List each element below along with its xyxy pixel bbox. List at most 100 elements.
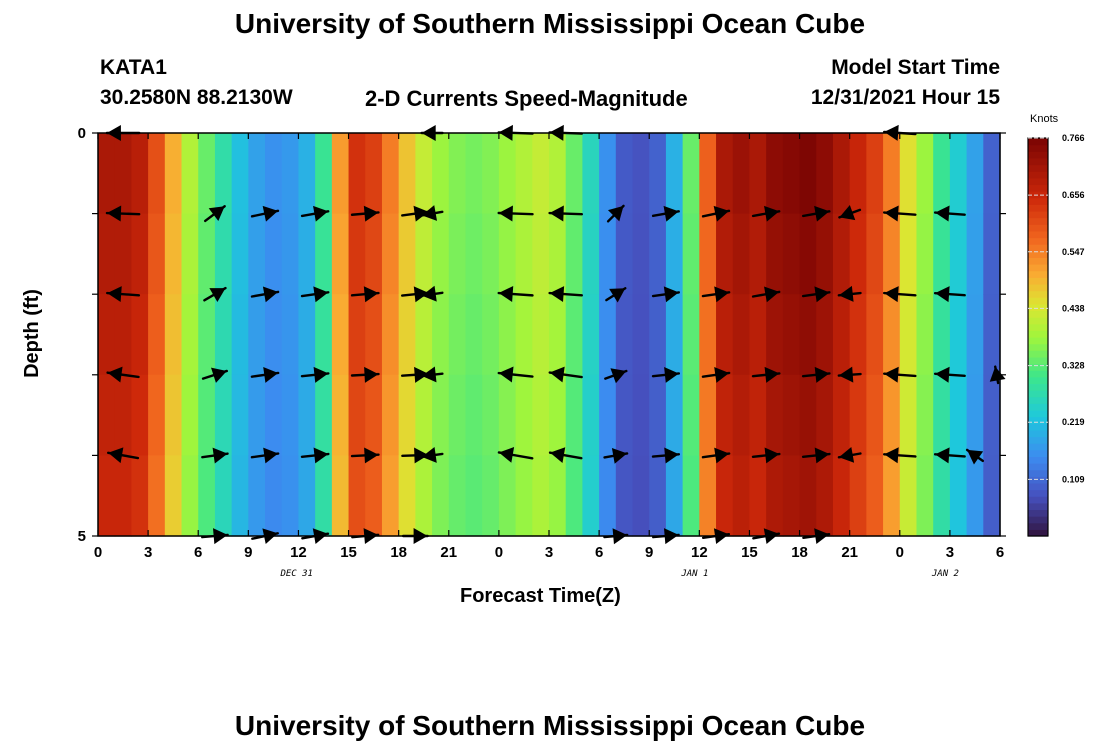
heat-cell xyxy=(398,133,416,215)
colorbar-segment xyxy=(1028,184,1048,192)
heat-cell xyxy=(181,213,199,295)
heat-cell xyxy=(916,213,934,295)
heat-cell xyxy=(766,455,784,537)
current-vector xyxy=(250,447,280,464)
heat-cell xyxy=(832,294,851,376)
heat-cell xyxy=(498,455,517,537)
heat-cell xyxy=(599,455,617,537)
heat-cell xyxy=(732,294,751,376)
colorbar-segment xyxy=(1028,171,1048,179)
heat-cell xyxy=(398,374,416,456)
heat-cell xyxy=(398,455,416,537)
heat-cell xyxy=(782,455,801,537)
heat-cell xyxy=(298,133,316,215)
x-tick-label: 0 xyxy=(495,544,503,561)
heat-cell xyxy=(766,133,784,215)
heat-cell xyxy=(231,213,249,295)
x-tick-label: 6 xyxy=(595,544,603,561)
heat-cell xyxy=(799,455,817,537)
heat-cell xyxy=(933,374,951,456)
colorbar-segment xyxy=(1028,429,1048,438)
heat-cell xyxy=(799,294,817,376)
heat-cell xyxy=(832,374,851,456)
heat-cell xyxy=(983,133,1001,215)
heat-cell xyxy=(615,374,634,456)
heat-cell xyxy=(98,294,116,376)
colorbar-segment xyxy=(1028,290,1048,298)
current-vector xyxy=(606,204,625,223)
heat-cell xyxy=(532,374,550,456)
heat-cell xyxy=(415,213,433,295)
heat-cell xyxy=(549,294,567,376)
current-vector xyxy=(989,365,1006,385)
current-vector xyxy=(548,286,584,303)
colorbar-segment xyxy=(1028,264,1048,272)
current-vector xyxy=(603,447,629,464)
heat-cell xyxy=(549,455,567,537)
current-vector xyxy=(420,446,444,463)
heat-cell xyxy=(749,213,767,295)
heat-cell xyxy=(331,455,350,537)
heat-cell xyxy=(699,133,717,215)
heat-cell xyxy=(782,213,801,295)
current-vector xyxy=(801,447,831,464)
heat-cell xyxy=(916,294,934,376)
heat-cell xyxy=(532,133,550,215)
current-vector xyxy=(882,366,917,383)
heat-cell xyxy=(716,133,734,215)
heat-cell xyxy=(665,213,684,295)
heat-cell xyxy=(632,455,650,537)
chart: 0 3 6 9 12 15 18 21 0 3 6 9 12 15 18 21 0 3 6 05 0.7660.65… xyxy=(78,124,1085,561)
heat-cell xyxy=(214,374,233,456)
current-vector xyxy=(651,286,681,303)
heat-cell xyxy=(649,133,667,215)
heat-cell xyxy=(716,455,734,537)
heat-cell xyxy=(515,455,533,537)
heat-cell xyxy=(381,455,400,537)
heat-cell xyxy=(398,294,416,376)
heat-cell xyxy=(549,374,567,456)
y-axis-ticks: 05 xyxy=(78,125,1006,545)
page-title-repeat: University of Southern Mississippi Ocean… xyxy=(234,710,866,741)
heat-cell xyxy=(348,213,366,295)
current-vector xyxy=(751,447,781,464)
heat-cell xyxy=(849,294,867,376)
heat-cell xyxy=(198,455,216,537)
current-vector xyxy=(548,205,584,222)
heat-cell xyxy=(148,374,166,456)
heat-cell xyxy=(849,213,867,295)
current-vector xyxy=(701,286,731,303)
current-vector xyxy=(420,285,444,302)
page-title: University of Southern Mississippi Ocean… xyxy=(234,8,866,39)
colorbar-segment xyxy=(1028,363,1048,371)
heat-cell xyxy=(281,374,300,456)
heat-cell xyxy=(816,133,834,215)
current-vector xyxy=(651,366,681,383)
heat-cell xyxy=(766,294,784,376)
heat-cell xyxy=(966,455,984,537)
colorbar-segment xyxy=(1028,164,1048,172)
current-vector xyxy=(203,286,227,303)
current-vector xyxy=(106,366,140,383)
x-tick-label: 12 xyxy=(290,544,307,561)
colorbar-segment xyxy=(1028,436,1048,444)
heat-cell xyxy=(816,455,834,537)
x-axis-ticks: 0 3 6 9 12 15 18 21 0 3 6 9 12 15 18 21 0 3 6 xyxy=(94,133,1004,561)
heat-cell xyxy=(482,133,500,215)
heat-cell xyxy=(298,294,316,376)
heat-cell xyxy=(131,455,149,537)
heatmap-cells xyxy=(98,133,1001,537)
heat-cell xyxy=(532,213,550,295)
current-vector xyxy=(106,447,140,464)
heat-cell xyxy=(348,133,366,215)
heat-cell xyxy=(114,455,133,537)
heat-cell xyxy=(883,455,901,537)
heat-cell xyxy=(432,455,450,537)
heat-cell xyxy=(983,374,1001,456)
heat-cell xyxy=(582,294,600,376)
colorbar-tick-label: 0.328 xyxy=(1062,361,1085,371)
heat-cell xyxy=(281,133,300,215)
colorbar-segment xyxy=(1028,456,1048,464)
heat-cell xyxy=(214,294,233,376)
heat-cell xyxy=(883,374,901,456)
